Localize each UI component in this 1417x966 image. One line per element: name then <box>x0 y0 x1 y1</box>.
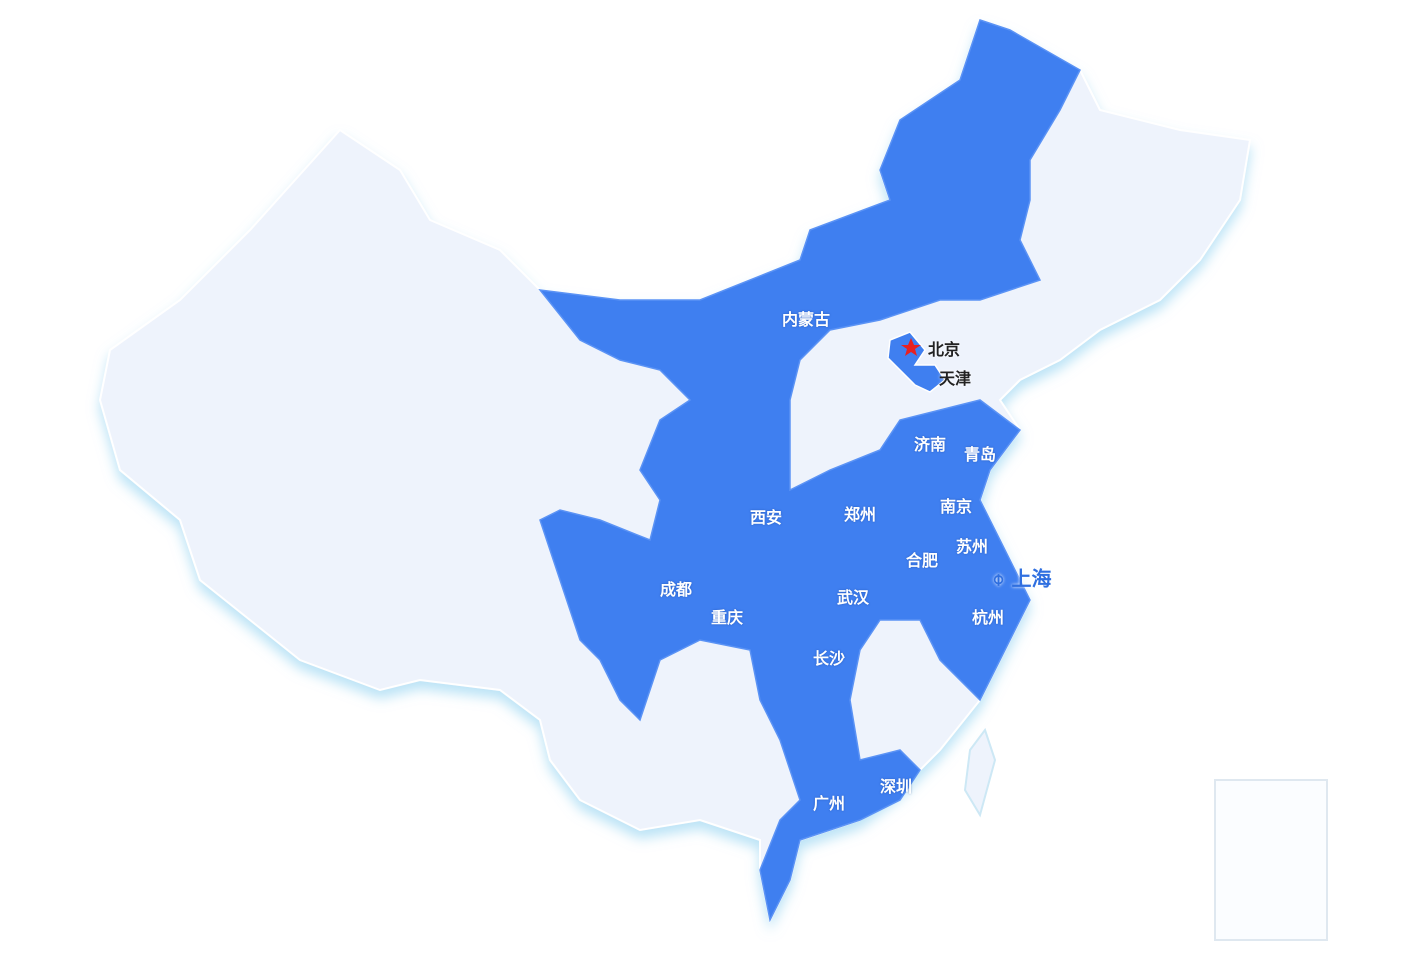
region-label-inner-mongolia: 内蒙古 <box>781 310 831 329</box>
city-label: 杭州 <box>971 608 1005 627</box>
headquarters-marker: ⌽ 上海 <box>993 563 1052 592</box>
city-label: 长沙 <box>812 649 846 668</box>
beijing-tianjin-region <box>887 331 947 393</box>
city-label: 合肥 <box>905 551 939 570</box>
capital-star-icon <box>901 338 921 356</box>
city-label: 南京 <box>939 497 973 516</box>
city-label: 西安 <box>749 508 783 527</box>
taiwan-region <box>963 727 997 818</box>
city-label: 济南 <box>913 435 947 454</box>
city-label: 广州 <box>812 794 846 813</box>
city-label: 重庆 <box>710 608 744 627</box>
south-china-sea-inset <box>1214 779 1328 941</box>
city-label: 深圳 <box>879 777 913 796</box>
location-pin-icon: ⌽ <box>992 566 1005 591</box>
city-label: 郑州 <box>843 505 877 524</box>
capital-label: 北京 <box>927 340 961 359</box>
city-label: 武汉 <box>836 588 870 607</box>
headquarters-label: 上海 <box>1011 566 1052 591</box>
city-label: 苏州 <box>955 537 989 556</box>
city-label: 青岛 <box>963 445 997 464</box>
highlighted-regions <box>538 19 1081 923</box>
city-label: 天津 <box>938 369 972 388</box>
city-label: 成都 <box>659 580 693 599</box>
